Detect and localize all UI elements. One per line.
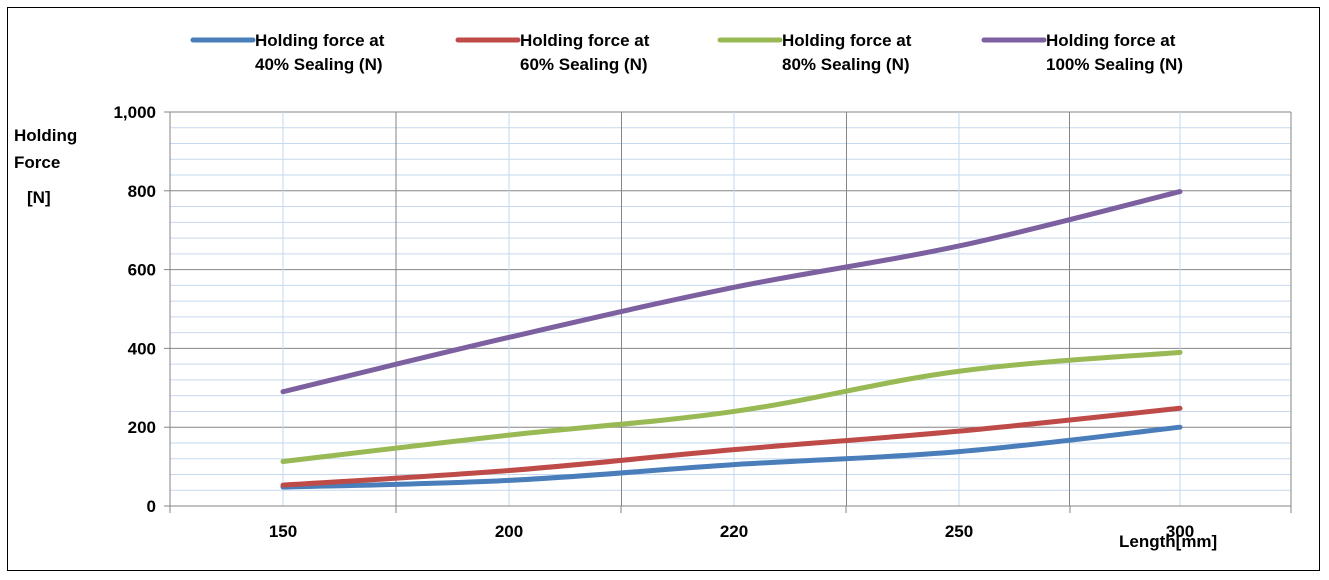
legend-label-3-line-2: 80% Sealing (N) bbox=[782, 55, 910, 74]
legend-label-2-line-2: 60% Sealing (N) bbox=[520, 55, 648, 74]
chart-frame bbox=[7, 7, 1320, 571]
axes bbox=[164, 111, 1292, 513]
x-tick-label: 200 bbox=[495, 522, 523, 541]
series-line-1 bbox=[280, 424, 1183, 490]
series-line-2 bbox=[280, 405, 1183, 488]
tick-labels: 0 200 400 600 800 1,000 150 200 220 250 300 bbox=[113, 103, 1194, 541]
series-line-4 bbox=[280, 189, 1183, 395]
x-tick-label: 300 bbox=[1166, 522, 1194, 541]
legend: Holding force at 40% Sealing (N) Holding f… bbox=[190, 31, 1183, 74]
x-axis-label: Length[mm] bbox=[1119, 532, 1217, 551]
y-tick-label: 400 bbox=[128, 339, 156, 358]
legend-label-4-line-1: Holding force at bbox=[1046, 31, 1176, 50]
y-tick-label: 0 bbox=[147, 497, 156, 516]
series-line-3 bbox=[280, 349, 1183, 464]
y-tick-label: 200 bbox=[128, 418, 156, 437]
x-tick-label: 220 bbox=[720, 522, 748, 541]
y-axis-label-line-2: Force bbox=[14, 153, 60, 172]
y-tick-label: 600 bbox=[128, 261, 156, 280]
y-tick-label: 800 bbox=[128, 182, 156, 201]
y-axis-label: Holding Force [N] bbox=[14, 126, 77, 207]
grid bbox=[170, 111, 1292, 506]
legend-label-4-line-2: 100% Sealing (N) bbox=[1046, 55, 1183, 74]
y-tick-label: 1,000 bbox=[113, 103, 156, 122]
series-lines bbox=[280, 189, 1183, 490]
x-tick-label: 250 bbox=[945, 522, 973, 541]
legend-label-2-line-1: Holding force at bbox=[520, 31, 650, 50]
legend-label-1-line-1: Holding force at bbox=[255, 31, 385, 50]
y-axis-label-line-1: Holding bbox=[14, 126, 77, 145]
y-axis-label-line-3: [N] bbox=[27, 188, 51, 207]
legend-label-3-line-1: Holding force at bbox=[782, 31, 912, 50]
x-tick-label: 150 bbox=[269, 522, 297, 541]
legend-label-1-line-2: 40% Sealing (N) bbox=[255, 55, 383, 74]
